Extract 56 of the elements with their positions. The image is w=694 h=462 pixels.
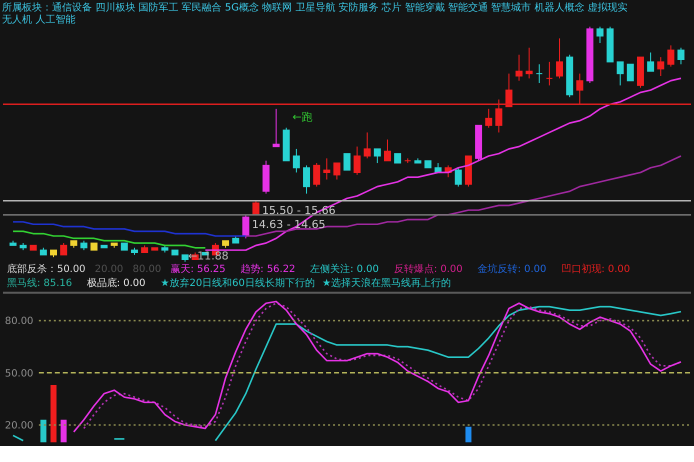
text: 凹口初现: 0.00 [561,262,630,275]
candlestick [394,153,402,164]
annotation: ←跑 [292,110,313,124]
candlestick [677,47,684,65]
candlestick [576,73,584,105]
text: 趋势: 56.22 [240,262,296,275]
candlestick [616,61,624,86]
candlestick [303,164,310,194]
y-tick-label: 50.00 [4,368,34,380]
text: ★放弃20日线和60日线长期下行的 [160,276,315,289]
candlestick [354,146,361,176]
y-tick-label: 80.00 [4,316,34,328]
text: 80.00 [132,264,162,275]
candlestick [323,158,330,180]
candlestick [454,167,462,188]
bar [465,426,472,442]
candlestick [374,148,381,164]
candlestick [667,44,674,68]
candlestick [626,64,634,82]
candlestick [252,200,260,216]
bar [60,420,67,442]
text: 极品底: 0.00 [86,276,146,289]
chart-title: 所属板块：通信设备 四川板块 国防军工 军民融合 5G概念 物联网 卫星导航 安防服务 芯片 智能穿戴 智能交通 智慧城市 机器人概念 虚拟现实 [2,2,628,14]
candlestick [546,61,553,86]
candlestick [344,153,350,171]
candlestick [505,73,512,108]
text: 20.00 [94,264,124,275]
text: 黑马线: 85.16 [6,276,72,289]
text: ★选择天浪在黑马线再上行的 [322,276,452,289]
candlestick [313,162,320,188]
candlestick [657,56,664,76]
candlestick [272,108,280,148]
candlestick [60,242,68,256]
candlestick [80,240,88,251]
candlestick [485,108,492,128]
candlestick [292,148,300,173]
candlestick [516,54,523,82]
bar [40,420,46,442]
bar [50,384,57,442]
candlestick [526,47,533,79]
text: 底部反杀：50.00 [6,262,86,275]
text: 金坑反转: 0.00 [478,262,546,275]
text: 反转爆点: 0.00 [394,262,463,275]
candlestick [384,139,391,162]
chart-subtitle: 无人机 人工智能 [2,14,76,26]
y-tick-label: 20.00 [4,420,34,432]
candlestick [364,132,371,159]
candlestick [536,64,543,84]
candlestick [556,38,564,79]
candlestick [647,52,654,72]
candlestick [596,26,604,44]
text: 左侧关注: 0.00 [310,262,379,275]
candlestick [495,99,502,133]
text: 赢天: 56.25 [170,262,226,275]
candlestick [333,162,340,180]
candlestick [242,214,250,239]
